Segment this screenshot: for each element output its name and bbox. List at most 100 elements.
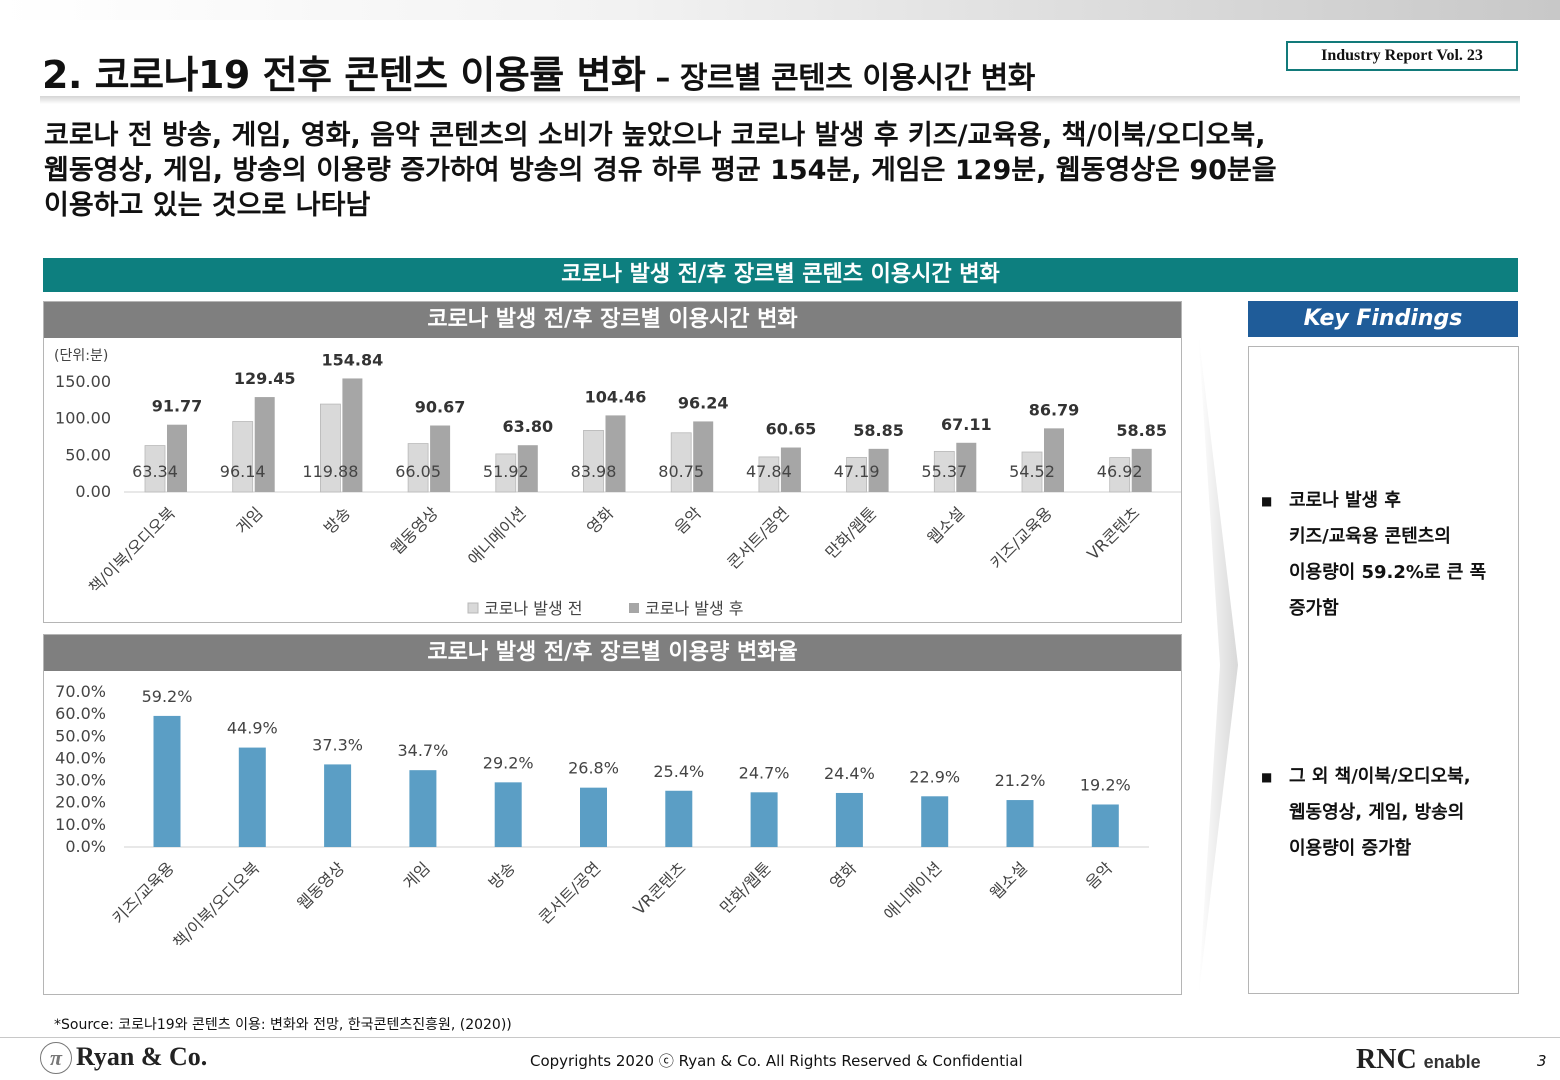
report-label: Industry Report Vol. 23: [1286, 41, 1518, 71]
rate-bar: [153, 715, 181, 847]
category-label: 애니메이션: [880, 858, 945, 923]
rate-value-label: 44.9%: [227, 719, 278, 738]
bar-before: [933, 450, 955, 493]
category-label: 콘서트/공연: [723, 503, 792, 572]
category-label: 방송: [320, 503, 354, 537]
y-tick-label: 40.0%: [55, 748, 106, 767]
before-value-label: 96.14: [220, 462, 266, 481]
unit-label: (단위:분): [54, 348, 108, 364]
after-value-label: 60.65: [766, 420, 817, 439]
copyright: Copyrights 2020 ⓒ Ryan & Co. All Rights …: [530, 1052, 1023, 1070]
rate-value-label: 34.7%: [397, 741, 448, 760]
rate-bar: [665, 790, 693, 847]
chart2-title: 코로나 발생 전/후 장르별 이용량 변화율: [44, 635, 1181, 671]
legend-before-label: 코로나 발생 전: [484, 599, 583, 618]
rate-value-label: 24.7%: [739, 763, 790, 782]
page-number: 3: [1537, 1052, 1547, 1070]
usage-time-panel: 코로나 발생 전/후 장르별 이용시간 변화 (단위:분) 0.00 50.00 10…: [43, 301, 1182, 623]
after-value-label: 86.79: [1029, 400, 1080, 419]
after-value-label: 96.24: [678, 393, 729, 412]
before-value-label: 47.19: [834, 462, 880, 481]
finding-item: ■ 그 외 책/이북/오디오북, 웹동영상, 게임, 방송의 이용량이 증가함: [1261, 759, 1511, 867]
top-gradient-bar: [0, 0, 1560, 20]
rate-value-label: 29.2%: [483, 753, 534, 772]
category-label: 책/이북/오디오북: [85, 503, 179, 597]
legend-before-swatch: [467, 602, 479, 614]
before-value-label: 66.05: [395, 462, 441, 481]
bar-before: [407, 443, 429, 493]
rate-bar: [494, 782, 522, 847]
category-label: 키즈/교육용: [109, 858, 178, 927]
after-value-label: 67.11: [941, 415, 992, 434]
bar-after: [430, 425, 451, 492]
legend-after-swatch: [629, 603, 639, 613]
bar-after: [167, 424, 187, 492]
pi-logo-icon: π: [40, 1042, 72, 1074]
source-note: *Source: 코로나19와 콘텐츠 이용: 변화와 전망, 한국콘텐츠진흥원…: [54, 1017, 512, 1033]
finding-item: ■ 코로나 발생 후 키즈/교육용 콘텐츠의 이용량이 59.2%로 큰 폭 증…: [1261, 483, 1511, 627]
rnc-logo: RNC enable: [1356, 1044, 1481, 1076]
category-label: 방송: [485, 858, 519, 892]
summary-line: 코로나 전 방송, 게임, 영화, 음악 콘텐츠의 소비가 높았으나 코로나 발…: [44, 120, 1266, 151]
bar-after: [780, 447, 801, 492]
title-main: 2. 코로나19 전후 콘텐츠 이용률 변화: [42, 53, 646, 97]
summary-text: 코로나 전 방송, 게임, 영화, 음악 콘텐츠의 소비가 높았으나 코로나 발…: [44, 118, 1524, 223]
rate-bar: [921, 796, 949, 847]
bar-after: [254, 397, 275, 492]
before-value-label: 119.88: [302, 462, 358, 481]
y-tick-label: 60.0%: [55, 704, 106, 723]
bar-before: [1021, 451, 1043, 493]
before-value-label: 63.34: [132, 462, 178, 481]
category-label: 웹소설: [986, 858, 1031, 903]
bar-after: [956, 442, 977, 492]
key-findings-box: ■ 코로나 발생 후 키즈/교육용 콘텐츠의 이용량이 59.2%로 큰 폭 증…: [1248, 346, 1519, 994]
category-label: 콘서트/공연: [535, 858, 604, 927]
footer-divider: [0, 1037, 1560, 1038]
chart1-title: 코로나 발생 전/후 장르별 이용시간 변화: [44, 302, 1181, 338]
y-tick-label: 0.0%: [65, 837, 106, 856]
finding-line: 증가함: [1289, 598, 1339, 619]
logo-right-sub: enable: [1423, 1052, 1481, 1072]
title-sub: – 장르별 콘텐츠 이용시간 변화: [655, 61, 1035, 96]
category-label: 게임: [399, 858, 433, 892]
rate-value-label: 25.4%: [653, 762, 704, 781]
logo-right-text: RNC: [1356, 1044, 1417, 1075]
rate-bar: [1091, 804, 1119, 847]
category-label: 게임: [232, 503, 266, 537]
y-tick-label: 70.0%: [55, 682, 106, 701]
section-banner: 코로나 발생 전/후 장르별 콘텐츠 이용시간 변화: [43, 258, 1518, 292]
category-label: 키즈/교육용: [987, 503, 1056, 572]
before-value-label: 55.37: [921, 462, 967, 481]
rate-value-label: 22.9%: [909, 767, 960, 786]
bullet-icon: ■: [1261, 770, 1273, 784]
category-label: 책/이북/오디오북: [169, 858, 263, 952]
before-value-label: 46.92: [1097, 462, 1143, 481]
summary-line: 이용하고 있는 것으로 나타남: [44, 190, 371, 221]
bar-after: [1044, 428, 1064, 492]
finding-line: 이용량이 59.2%로 큰 폭: [1289, 562, 1487, 583]
rate-value-label: 21.2%: [995, 771, 1046, 790]
before-value-label: 54.52: [1009, 462, 1055, 481]
finding-line: 키즈/교육용 콘텐츠의: [1289, 526, 1451, 547]
finding-line: 이용량이 증가함: [1289, 838, 1412, 859]
category-label: 웹소설: [923, 503, 968, 548]
after-value-label: 58.85: [1116, 421, 1167, 440]
finding-line: 그 외 책/이북/오디오북,: [1289, 766, 1471, 787]
legend-after-label: 코로나 발생 후: [645, 599, 744, 618]
after-value-label: 90.67: [415, 398, 466, 417]
finding-line: 코로나 발생 후: [1289, 490, 1401, 511]
chevron-divider: [1198, 330, 1238, 1000]
finding-line: 웹동영상, 게임, 방송의: [1289, 802, 1465, 823]
bar-before: [232, 421, 254, 493]
category-label: 음악: [1082, 858, 1116, 892]
category-label: 영화: [583, 503, 617, 537]
bar-after: [342, 378, 363, 492]
rate-bar: [409, 770, 437, 847]
y-tick-label: 50.00: [65, 445, 111, 464]
after-value-label: 91.77: [152, 397, 203, 416]
rate-bar: [238, 747, 266, 847]
bar-before: [670, 432, 692, 493]
category-label: 만화/웹툰: [822, 503, 881, 562]
rate-bar: [1006, 800, 1034, 847]
ryan-logo: π Ryan & Co.: [40, 1042, 207, 1074]
